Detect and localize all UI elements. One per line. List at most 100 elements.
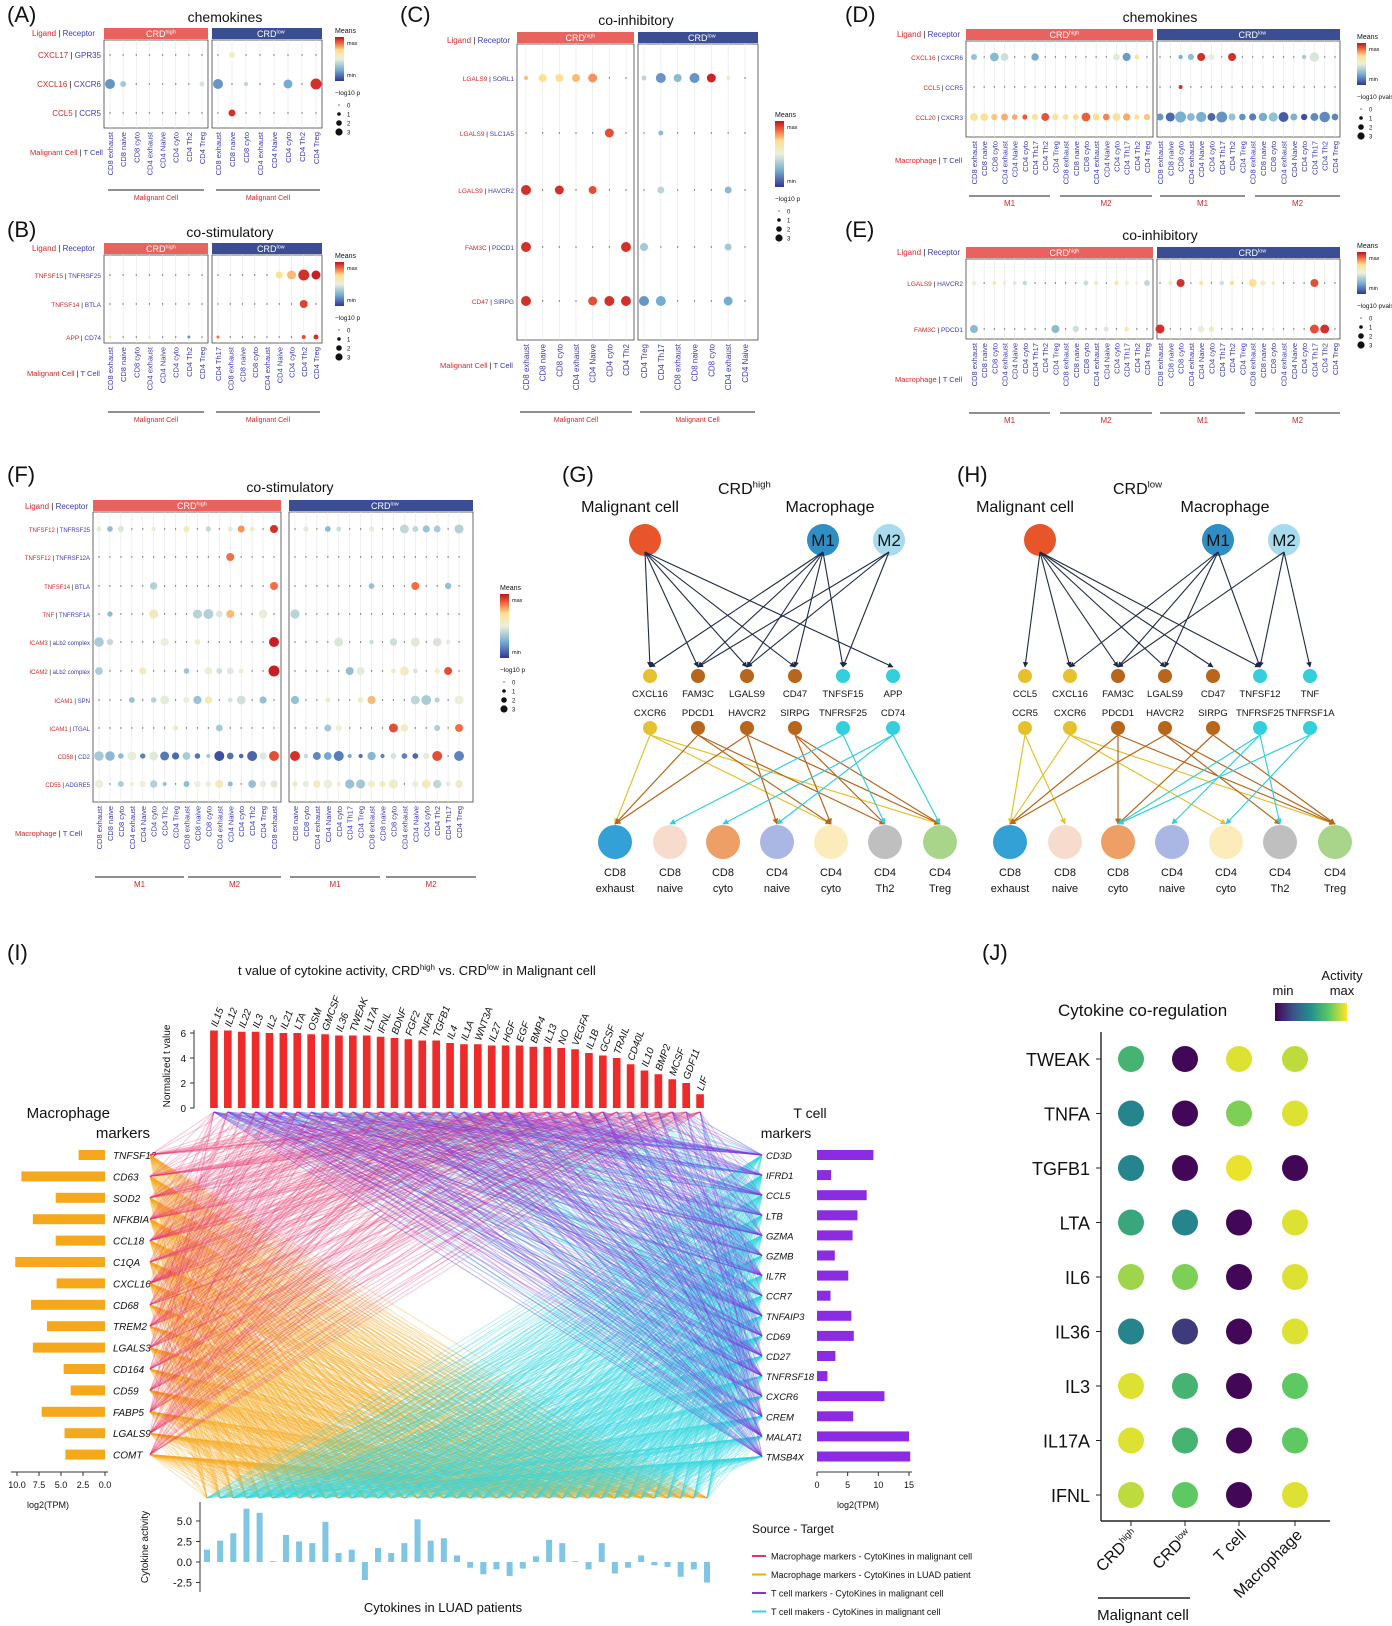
col-label: CD4 exhaust	[145, 131, 154, 175]
connection-line	[149, 1111, 520, 1455]
dot	[226, 610, 235, 618]
dot	[333, 751, 344, 761]
tiny-dot	[541, 246, 544, 248]
dot	[204, 667, 213, 675]
connection-line	[149, 1218, 524, 1499]
connection-line	[149, 1111, 451, 1220]
connection-line	[149, 1218, 471, 1499]
connection-line	[283, 1111, 763, 1196]
dot	[358, 753, 363, 759]
tiny-dot	[1014, 86, 1016, 88]
connection-line	[149, 1240, 366, 1499]
connection-line	[149, 1304, 563, 1499]
connection-line	[149, 1261, 234, 1499]
connection-line	[535, 1275, 763, 1499]
connection-line	[377, 1375, 763, 1499]
connection-line	[149, 1111, 590, 1391]
col-label: CD8 cyto	[990, 343, 999, 374]
activity-dot	[1118, 1373, 1144, 1399]
connection-line	[241, 1111, 763, 1236]
top-bar	[474, 1044, 482, 1108]
connection-line	[653, 1315, 763, 1499]
connection-line	[149, 1111, 423, 1220]
connection-line	[352, 1111, 763, 1337]
connection-line	[602, 1111, 763, 1457]
tiny-dot	[1334, 56, 1336, 58]
connection-line	[149, 1197, 366, 1499]
sep: |	[63, 273, 68, 280]
crd-high-label-base: CRD	[566, 33, 586, 43]
connection-line	[149, 1111, 298, 1413]
right-bar	[817, 1310, 852, 1321]
connection-line	[408, 1111, 763, 1317]
right-bar	[817, 1451, 911, 1462]
connection-line	[483, 1456, 763, 1499]
connection-line	[149, 1454, 260, 1499]
row-label: CD58 | CD2	[58, 755, 91, 761]
dot	[226, 667, 234, 675]
left-bar	[56, 1278, 105, 1289]
connection-line	[616, 1111, 763, 1317]
connection-line	[149, 1176, 471, 1499]
dot	[1260, 280, 1266, 286]
receptor: CCR5	[945, 85, 963, 92]
edge-receptor-target	[1259, 734, 1282, 825]
connection-line	[149, 1176, 300, 1499]
dot	[120, 81, 127, 87]
connection-line	[685, 1111, 763, 1176]
connection-line	[548, 1335, 763, 1499]
ligand-label: Ligand	[897, 30, 921, 39]
connection-line	[693, 1154, 763, 1499]
connection-line	[602, 1111, 763, 1276]
target-label-top: CD4	[1161, 867, 1183, 879]
connection-line	[364, 1375, 763, 1499]
tiny-dot	[98, 585, 100, 587]
connection-line	[149, 1411, 537, 1499]
connection-line	[227, 1111, 763, 1377]
col-label: CD8 cyto	[1177, 141, 1186, 172]
connection-line	[644, 1111, 763, 1156]
edge-source-ligand	[644, 551, 894, 668]
connection-line	[298, 1375, 763, 1499]
ligand: ICAM3	[29, 641, 48, 647]
tiny-dot	[403, 585, 406, 587]
connection-line	[149, 1111, 381, 1156]
tiny-dot	[558, 300, 561, 302]
ligand: ICAM1	[49, 727, 68, 733]
connection-line	[522, 1214, 763, 1499]
crd-low-label-sup: low	[277, 29, 285, 35]
connection-line	[483, 1375, 763, 1499]
connection-line	[404, 1395, 763, 1499]
col-label: CD4 cyto	[1300, 343, 1309, 374]
tiny-dot	[266, 274, 268, 276]
connection-line	[149, 1347, 287, 1499]
connection-line	[149, 1111, 243, 1412]
connection-line	[149, 1368, 379, 1499]
col-label: CD4 Treg	[1051, 141, 1060, 173]
dot	[269, 751, 279, 761]
legend-size-dot	[1359, 116, 1363, 120]
connection-line	[310, 1111, 763, 1437]
activity-bar	[375, 1548, 382, 1562]
connection-line	[351, 1355, 763, 1499]
tiny-dot	[217, 303, 219, 305]
dot	[238, 668, 244, 674]
left-bar	[55, 1235, 105, 1246]
col-label: CD4 cyto	[605, 343, 614, 376]
connection-line	[149, 1347, 313, 1499]
col-label: CD4 Th2	[1041, 343, 1050, 373]
row-label: LGALS9 | HAVCR2	[907, 281, 963, 288]
tiny-dot	[109, 303, 111, 305]
tiny-dot	[294, 670, 296, 672]
connection-line	[283, 1111, 763, 1437]
tiny-dot	[1334, 328, 1336, 330]
connection-line	[149, 1111, 520, 1242]
right-bar-label: TMSB4X	[766, 1453, 805, 1464]
connection-line	[149, 1347, 681, 1499]
connection-line	[616, 1111, 763, 1437]
connection-line	[149, 1389, 418, 1499]
ligand: FAM3C	[465, 245, 487, 252]
connection-line	[149, 1111, 590, 1177]
tiny-dot	[163, 585, 166, 587]
col-label: CD4 exhaust	[1280, 342, 1289, 386]
